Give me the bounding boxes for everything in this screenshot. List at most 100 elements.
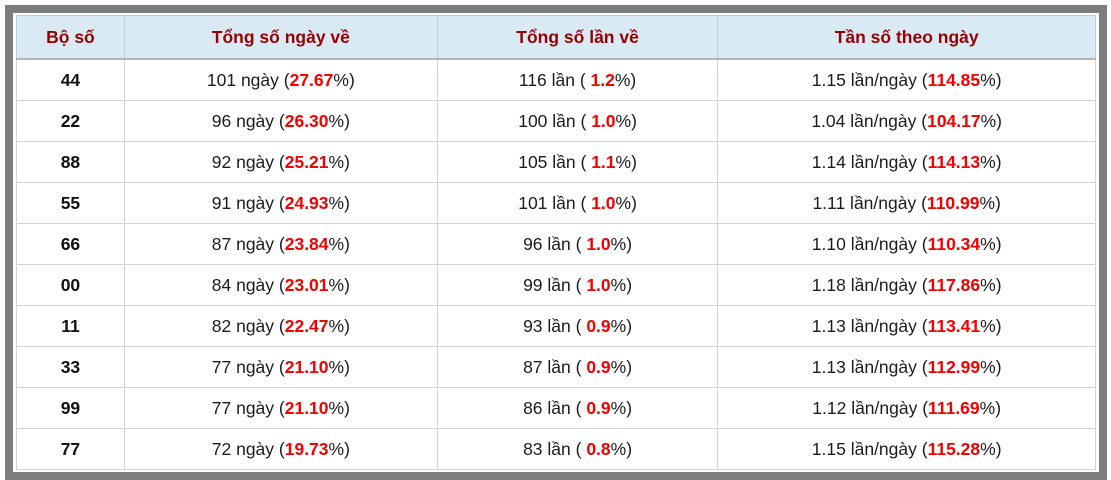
times-text: 86 lần (: [523, 397, 587, 418]
times-cell: 86 lần ( 0.9%): [436, 387, 719, 429]
table-row: 22 96 ngày (26.30%) 100 lần ( 1.0%) 1.04…: [16, 100, 1096, 142]
freq-text: 1.13 lần/ngày (: [811, 356, 928, 377]
table-row: 77 72 ngày (19.73%) 83 lần ( 0.8%) 1.15 …: [16, 428, 1096, 470]
times-suffix: %): [615, 192, 637, 213]
days-suffix: %): [328, 315, 350, 336]
days-text: 77 ngày (: [211, 356, 285, 377]
days-suffix: %): [328, 274, 350, 295]
days-cell: 72 ngày (19.73%): [123, 428, 438, 470]
times-percent: 1.0: [591, 110, 616, 131]
times-suffix: %): [610, 315, 633, 336]
table-row: 99 77 ngày (21.10%) 86 lần ( 0.9%) 1.12 …: [16, 387, 1096, 429]
freq-suffix: %): [980, 356, 1002, 377]
days-cell: 92 ngày (25.21%): [123, 141, 438, 183]
freq-cell: 1.13 lần/ngày (112.99%): [717, 346, 1096, 388]
freq-percent: 114.85: [927, 69, 981, 90]
freq-text: 1.15 lần/ngày (: [811, 69, 928, 90]
times-text: 100 lần (: [518, 110, 592, 131]
freq-cell: 1.10 lần/ngày (110.34%): [717, 223, 1096, 265]
times-percent: 1.2: [590, 69, 615, 90]
days-percent: 23.01: [284, 274, 329, 295]
times-suffix: %): [610, 274, 633, 295]
freq-cell: 1.15 lần/ngày (115.28%): [717, 428, 1096, 470]
table-row: 44 101 ngày (27.67%) 116 lần ( 1.2%) 1.1…: [16, 58, 1096, 101]
days-suffix: %): [333, 69, 355, 90]
freq-percent: 112.99: [927, 356, 981, 377]
days-percent: 23.84: [284, 233, 329, 254]
days-suffix: %): [328, 192, 350, 213]
days-percent: 21.10: [284, 397, 329, 418]
freq-cell: 1.04 lần/ngày (104.17%): [717, 100, 1096, 142]
times-percent: 0.9: [586, 397, 611, 418]
freq-text: 1.14 lần/ngày (: [811, 151, 928, 172]
times-percent: 1.0: [586, 274, 611, 295]
pair-cell: 99: [16, 387, 125, 429]
pair-cell: 44: [16, 58, 125, 101]
times-cell: 99 lần ( 1.0%): [436, 264, 719, 306]
freq-cell: 1.12 lần/ngày (111.69%): [717, 387, 1096, 429]
days-cell: 77 ngày (21.10%): [123, 387, 438, 429]
times-percent: 1.0: [586, 233, 611, 254]
freq-cell: 1.15 lần/ngày (114.85%): [717, 58, 1096, 101]
times-suffix: %): [615, 110, 637, 131]
times-text: 116 lần (: [518, 69, 591, 90]
table-row: 33 77 ngày (21.10%) 87 lần ( 0.9%) 1.13 …: [16, 346, 1096, 388]
times-cell: 96 lần ( 1.0%): [436, 223, 719, 265]
times-cell: 116 lần ( 1.2%): [436, 58, 719, 101]
freq-text: 1.12 lần/ngày (: [812, 397, 929, 418]
times-suffix: %): [615, 151, 637, 172]
times-cell: 100 lần ( 1.0%): [436, 100, 719, 142]
screenshot-frame: Bộ số Tổng số ngày về Tổng số lần về Tần…: [5, 5, 1107, 480]
days-text: 91 ngày (: [211, 192, 285, 213]
days-text: 101 ngày (: [206, 69, 290, 90]
pair-cell: 33: [16, 346, 125, 388]
days-text: 77 ngày (: [211, 397, 285, 418]
freq-suffix: %): [980, 233, 1002, 254]
freq-percent: 104.17: [927, 110, 981, 131]
days-cell: 96 ngày (26.30%): [123, 100, 438, 142]
freq-suffix: %): [980, 274, 1002, 295]
times-text: 96 lần (: [523, 233, 587, 254]
freq-suffix: %): [980, 438, 1002, 459]
days-cell: 91 ngày (24.93%): [123, 182, 438, 224]
freq-text: 1.11 lần/ngày (: [812, 192, 927, 213]
days-text: 84 ngày (: [211, 274, 285, 295]
times-suffix: %): [610, 233, 633, 254]
freq-cell: 1.14 lần/ngày (114.13%): [717, 141, 1096, 183]
times-cell: 83 lần ( 0.8%): [436, 428, 719, 470]
column-header-freq: Tần số theo ngày: [717, 15, 1096, 60]
times-suffix: %): [610, 356, 633, 377]
freq-percent: 110.99: [926, 192, 980, 213]
column-header-pair: Bộ số: [16, 15, 125, 60]
times-percent: 0.8: [586, 438, 611, 459]
days-text: 72 ngày (: [211, 438, 285, 459]
times-suffix: %): [614, 69, 637, 90]
pair-cell: 66: [16, 223, 125, 265]
freq-percent: 115.28: [927, 438, 981, 459]
days-suffix: %): [328, 397, 350, 418]
times-percent: 0.9: [586, 315, 611, 336]
freq-suffix: %): [980, 151, 1002, 172]
times-cell: 93 lần ( 0.9%): [436, 305, 719, 347]
days-suffix: %): [328, 438, 350, 459]
freq-text: 1.18 lần/ngày (: [811, 274, 928, 295]
freq-cell: 1.18 lần/ngày (117.86%): [717, 264, 1096, 306]
times-text: 99 lần (: [523, 274, 587, 295]
days-suffix: %): [328, 233, 350, 254]
freq-percent: 114.13: [927, 151, 981, 172]
pair-cell: 11: [16, 305, 125, 347]
days-percent: 21.10: [284, 356, 329, 377]
freq-suffix: %): [980, 315, 1002, 336]
freq-percent: 111.69: [928, 397, 980, 418]
times-suffix: %): [610, 438, 633, 459]
freq-text: 1.13 lần/ngày (: [811, 315, 928, 336]
days-cell: 101 ngày (27.67%): [123, 58, 438, 101]
freq-text: 1.10 lần/ngày (: [811, 233, 928, 254]
times-text: 101 lần (: [518, 192, 592, 213]
times-cell: 105 lần ( 1.1%): [436, 141, 719, 183]
pair-cell: 22: [16, 100, 125, 142]
times-text: 105 lần (: [518, 151, 592, 172]
freq-percent: 117.86: [927, 274, 981, 295]
table-row: 55 91 ngày (24.93%) 101 lần ( 1.0%) 1.11…: [16, 182, 1096, 224]
days-cell: 87 ngày (23.84%): [123, 223, 438, 265]
